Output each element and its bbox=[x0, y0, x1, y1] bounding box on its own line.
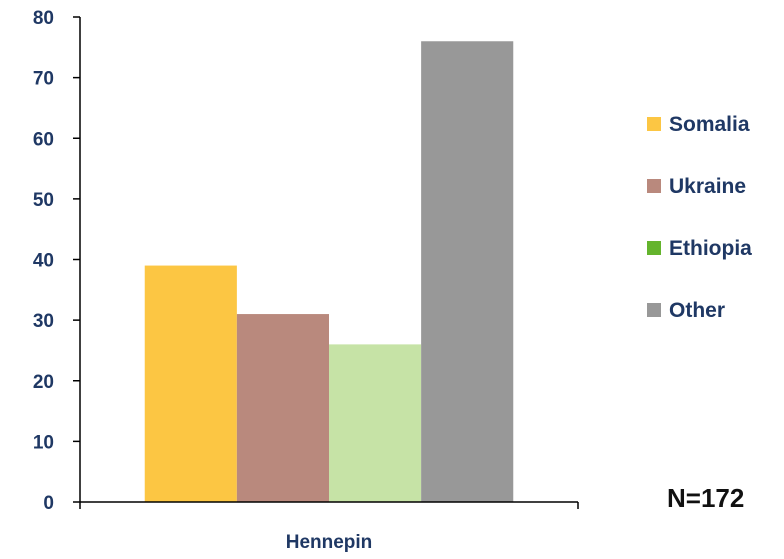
legend-swatch bbox=[647, 241, 661, 255]
y-tick-label: 40 bbox=[33, 251, 54, 272]
y-tick-label: 70 bbox=[33, 69, 54, 90]
legend-label: Ukraine bbox=[669, 175, 746, 198]
legend-item-ethiopia: Ethiopia bbox=[647, 237, 752, 260]
legend-label: Ethiopia bbox=[669, 237, 752, 260]
legend-label: Other bbox=[669, 299, 725, 322]
legend-label: Somalia bbox=[669, 113, 750, 136]
legend-swatch bbox=[647, 117, 661, 131]
y-tick-label: 0 bbox=[43, 493, 54, 514]
legend-item-somalia: Somalia bbox=[647, 113, 750, 136]
legend-swatch bbox=[647, 179, 661, 193]
y-axis-ticks: 0 10 20 30 40 50 60 70 80 bbox=[33, 8, 80, 514]
x-axis-ticks: Hennepin bbox=[80, 502, 578, 553]
y-tick-label: 20 bbox=[33, 372, 54, 393]
sample-size-annotation: N=172 bbox=[667, 483, 744, 513]
y-tick-label: 10 bbox=[33, 432, 54, 453]
y-tick-label: 30 bbox=[33, 311, 54, 332]
y-tick-label: 60 bbox=[33, 129, 54, 150]
plot-area: 0 10 20 30 40 50 60 70 80 Hennepin bbox=[33, 8, 578, 553]
bars bbox=[145, 41, 514, 502]
legend-swatch bbox=[647, 303, 661, 317]
x-category-label: Hennepin bbox=[286, 532, 373, 553]
y-tick-label: 50 bbox=[33, 190, 54, 211]
bar-ukraine bbox=[237, 314, 329, 502]
bar-ethiopia bbox=[329, 344, 421, 502]
y-tick-label: 80 bbox=[33, 8, 54, 29]
legend-item-other: Other bbox=[647, 299, 725, 322]
legend-item-ukraine: Ukraine bbox=[647, 175, 746, 198]
legend: Somalia Ukraine Ethiopia Other bbox=[647, 113, 752, 322]
bar-somalia bbox=[145, 266, 237, 502]
bar-other bbox=[421, 41, 513, 502]
